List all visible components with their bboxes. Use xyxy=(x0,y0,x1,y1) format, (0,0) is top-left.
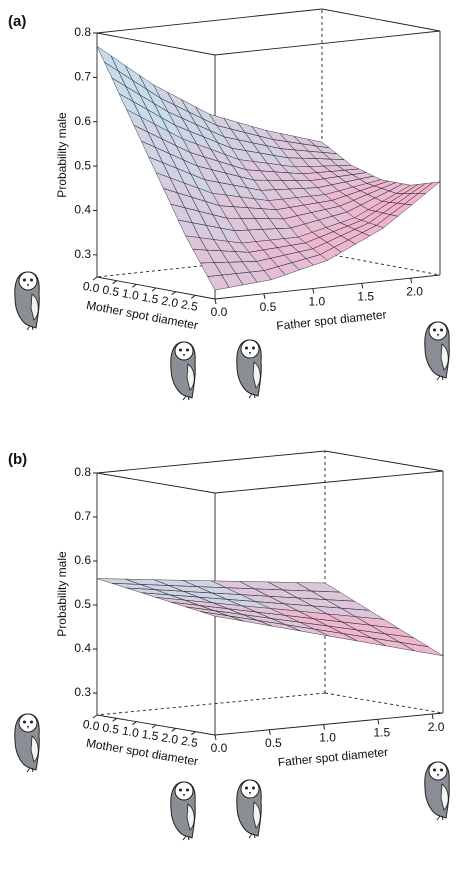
z-tick-label: 0.6 xyxy=(74,553,91,567)
y-tick-label: 1.0 xyxy=(319,731,336,745)
box-edge xyxy=(214,30,441,56)
box-edge xyxy=(96,8,323,34)
x-tick-label: 0.5 xyxy=(101,282,120,299)
x-tick xyxy=(112,280,117,285)
x-tick xyxy=(171,727,176,732)
x-tick xyxy=(171,291,176,296)
z-tick-label: 0.3 xyxy=(74,685,91,699)
y-tick-label: 2.0 xyxy=(428,720,445,734)
box-edge xyxy=(321,8,441,32)
y-tick xyxy=(312,288,315,294)
x-tick-label: 0.0 xyxy=(82,279,101,296)
y-tick-label: 0.5 xyxy=(265,736,282,750)
surface-cell xyxy=(155,597,330,637)
y-tick xyxy=(214,298,217,305)
owl-icon xyxy=(170,341,196,401)
x-tick-label: 0.0 xyxy=(82,717,101,734)
y-tick-label: 1.5 xyxy=(357,290,374,304)
x-tick xyxy=(191,294,196,299)
x-tick-label: 1.0 xyxy=(121,286,140,303)
y-tick xyxy=(323,724,326,730)
box-edge xyxy=(321,252,441,276)
x-tick-label: 1.0 xyxy=(121,724,140,741)
y-tick xyxy=(263,293,266,299)
x-tick-label: 1.5 xyxy=(141,727,160,744)
box-edge xyxy=(96,692,326,716)
owl-icon xyxy=(424,321,450,381)
x-tick-label: 2.5 xyxy=(180,297,199,314)
y-tick xyxy=(361,283,364,289)
x-tick xyxy=(151,724,157,729)
z-tick-label: 0.7 xyxy=(74,70,91,84)
y-tick-label: 0.5 xyxy=(260,300,277,314)
y-tick xyxy=(268,729,271,735)
owl-icon xyxy=(14,713,40,773)
y-tick xyxy=(431,713,434,720)
box-edge xyxy=(96,32,216,56)
surface-cell xyxy=(269,608,444,657)
box-edge xyxy=(96,450,326,474)
surface-cell xyxy=(241,236,328,280)
surface-cell xyxy=(185,235,272,291)
z-tick-label: 0.8 xyxy=(74,465,91,479)
box-edge xyxy=(324,450,444,472)
y-tick-label: 2.0 xyxy=(406,284,423,298)
y-tick xyxy=(377,719,380,725)
surface-cell xyxy=(297,217,385,261)
surface-cell xyxy=(295,165,382,195)
z-tick-label: 0.3 xyxy=(74,247,91,261)
x-tick-label: 2.5 xyxy=(180,734,199,751)
z-tick-label: 0.5 xyxy=(74,158,91,172)
panel-label: (a) xyxy=(8,13,26,30)
y-axis-label: Father spot diameter xyxy=(277,745,389,770)
owl-icon xyxy=(236,779,262,839)
x-tick-label: 2.0 xyxy=(160,293,179,310)
y-tick-label: 0.0 xyxy=(211,741,228,755)
y-axis-label: Father spot diameter xyxy=(276,307,388,333)
owl-icon xyxy=(236,339,262,399)
z-tick-label: 0.7 xyxy=(74,509,91,523)
y-tick xyxy=(410,278,413,284)
owl-icon xyxy=(14,271,40,331)
x-tick-label: 2.0 xyxy=(160,730,179,747)
x-tick xyxy=(112,717,117,722)
panel-label: (b) xyxy=(8,451,27,468)
box-edge xyxy=(214,470,444,494)
owl-icon xyxy=(170,781,196,841)
x-tick-label: 1.5 xyxy=(141,290,160,307)
y-tick xyxy=(214,734,217,741)
surface-cell xyxy=(354,181,441,229)
y-tick-label: 0.0 xyxy=(211,305,228,319)
z-tick-label: 0.6 xyxy=(74,114,91,128)
z-axis-label: Probability male xyxy=(55,112,69,198)
z-tick-label: 0.4 xyxy=(74,203,91,217)
x-tick xyxy=(92,276,98,281)
box-edge xyxy=(96,472,216,494)
x-tick xyxy=(132,721,137,726)
z-tick-label: 0.5 xyxy=(74,597,91,611)
x-tick xyxy=(151,287,157,292)
z-axis-label: Probability male xyxy=(55,551,69,637)
y-tick-label: 1.5 xyxy=(374,725,391,739)
x-tick xyxy=(92,714,98,719)
box-edge xyxy=(214,274,441,300)
x-tick-label: 0.5 xyxy=(101,720,120,737)
z-tick-label: 0.4 xyxy=(74,641,91,655)
z-tick-label: 0.8 xyxy=(74,25,91,39)
x-tick xyxy=(191,731,196,736)
box-edge xyxy=(324,692,444,714)
x-tick xyxy=(132,283,137,288)
owl-icon xyxy=(424,761,450,821)
y-tick-label: 1.0 xyxy=(308,295,325,309)
box-edge xyxy=(214,712,444,736)
